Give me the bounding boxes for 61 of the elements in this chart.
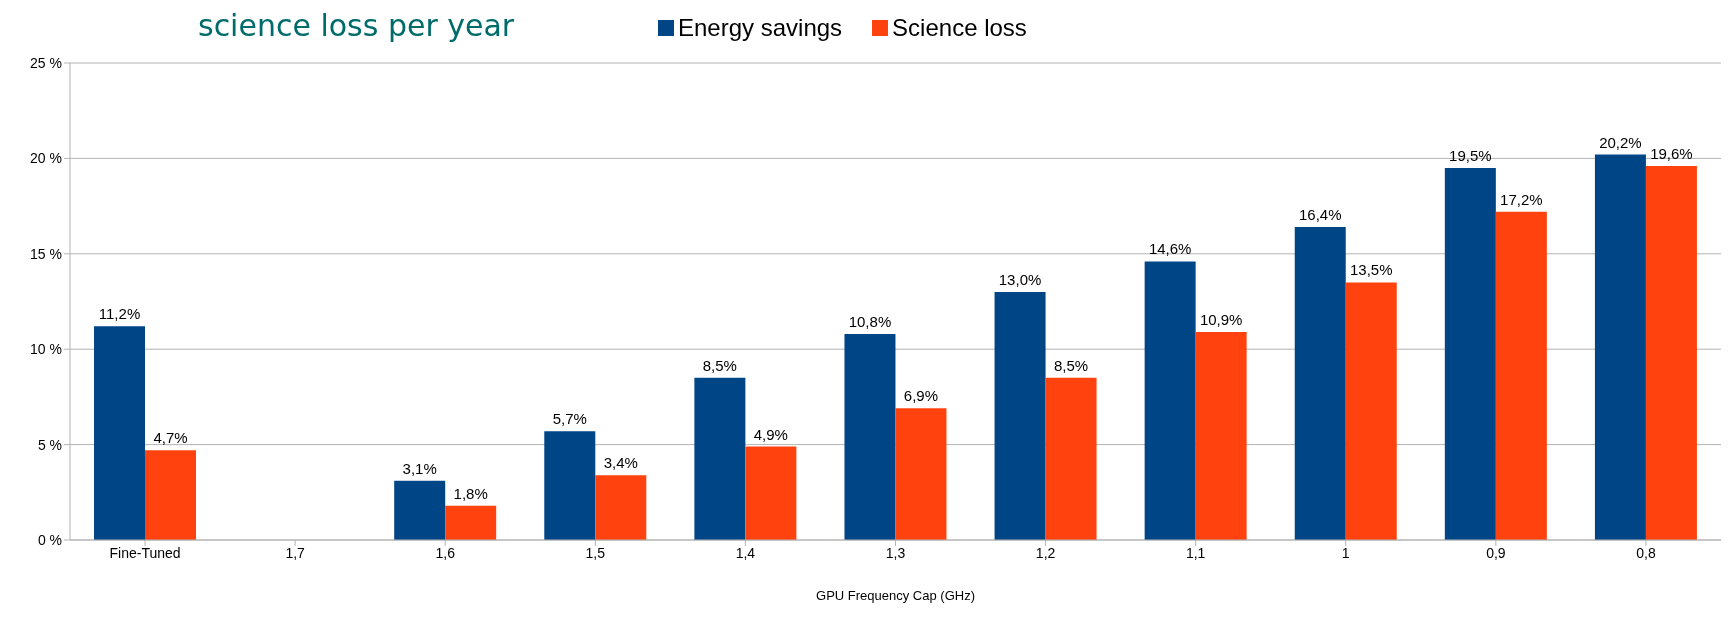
bar — [145, 450, 197, 540]
bar — [1345, 282, 1397, 540]
data-label: 10,8% — [848, 312, 892, 330]
bar — [544, 431, 596, 540]
data-label: 1,8% — [453, 484, 488, 502]
bar — [1045, 377, 1097, 540]
x-tick-label: 0,8 — [1636, 544, 1656, 561]
data-label: 19,6% — [1650, 145, 1693, 163]
data-label: 17,2% — [1500, 190, 1543, 208]
data-label: 19,5% — [1449, 146, 1492, 164]
bar — [745, 446, 797, 540]
data-label: 11,2% — [98, 305, 141, 323]
data-label: 16,4% — [1298, 206, 1342, 224]
bar — [1444, 167, 1496, 540]
bar — [1645, 166, 1697, 540]
data-label: 4,7% — [153, 429, 188, 447]
bar — [1294, 227, 1346, 540]
x-tick-label: Fine-Tuned — [109, 544, 181, 561]
data-label: 20,2% — [1599, 133, 1642, 151]
y-tick-label: 20 % — [30, 150, 62, 167]
x-tick-label: 0,9 — [1486, 544, 1506, 561]
bar — [595, 475, 647, 540]
chart-title: science loss per year — [198, 8, 515, 43]
x-tick-label: 1,7 — [285, 544, 306, 561]
data-label: 6,9% — [903, 387, 939, 405]
data-label: 3,4% — [603, 454, 638, 472]
bar — [1144, 261, 1196, 540]
legend-label: Science loss — [892, 14, 1027, 42]
x-tick-label: 1 — [1341, 544, 1350, 561]
y-tick-label: 15 % — [30, 245, 62, 262]
x-tick-label: 1,2 — [1035, 544, 1056, 561]
bar — [1594, 154, 1646, 540]
bar — [1195, 332, 1247, 540]
bar — [694, 377, 746, 540]
bar — [1495, 211, 1547, 540]
data-label: 13,5% — [1349, 261, 1393, 279]
bar — [994, 291, 1046, 540]
data-label: 4,9% — [753, 425, 788, 443]
data-label: 13,0% — [998, 270, 1042, 288]
y-tick-label: 10 % — [30, 341, 62, 358]
y-tick-label: 0 % — [37, 531, 62, 548]
data-label: 8,5% — [702, 356, 737, 374]
data-label: 8,5% — [1053, 356, 1089, 374]
data-label: 3,1% — [402, 459, 437, 477]
x-tick-label: 1,1 — [1185, 544, 1206, 561]
x-tick-label: 1,3 — [885, 544, 906, 561]
x-axis-title: GPU Frequency Cap (GHz) — [816, 588, 975, 603]
bar — [895, 408, 947, 540]
bar — [394, 480, 446, 540]
data-label: 10,9% — [1199, 311, 1243, 329]
data-label: 14,6% — [1148, 240, 1192, 258]
y-tick-label: 5 % — [37, 436, 62, 453]
x-tick-label: 1,4 — [735, 544, 756, 561]
x-tick-label: 1,6 — [435, 544, 456, 561]
y-tick-label: 25 % — [30, 54, 62, 71]
bar — [445, 505, 497, 540]
bar — [94, 326, 146, 540]
bar — [844, 333, 896, 540]
data-label: 5,7% — [552, 410, 587, 428]
x-tick-label: 1,5 — [585, 544, 606, 561]
legend-label: Energy savings — [678, 14, 843, 42]
